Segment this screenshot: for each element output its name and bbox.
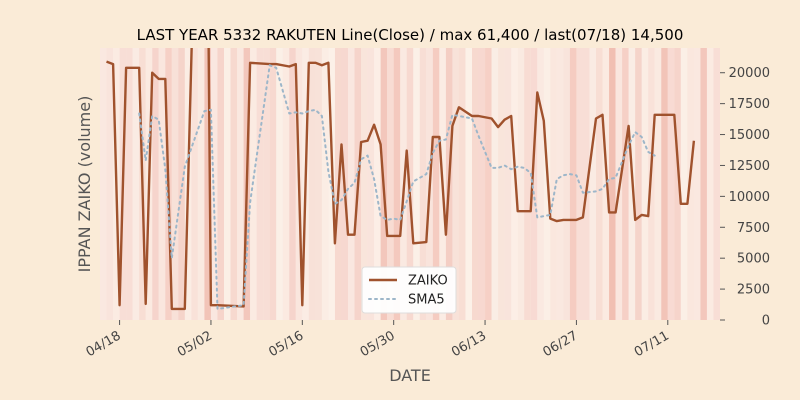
y-tick-label: 20000 bbox=[729, 66, 770, 81]
day-band bbox=[321, 48, 329, 320]
day-band bbox=[537, 48, 544, 320]
day-band bbox=[550, 48, 557, 320]
day-band bbox=[308, 48, 316, 320]
series-line-zaiko bbox=[106, 48, 696, 311]
series-group bbox=[106, 48, 696, 311]
day-band bbox=[419, 48, 427, 320]
day-band bbox=[191, 48, 198, 320]
day-band bbox=[230, 48, 238, 320]
day-band bbox=[622, 48, 629, 320]
day-band bbox=[556, 48, 564, 320]
day-band bbox=[217, 48, 224, 320]
x-tick-label: 07/11 bbox=[632, 328, 672, 360]
day-band bbox=[667, 48, 675, 320]
day-band bbox=[263, 48, 270, 320]
day-band bbox=[472, 48, 479, 320]
legend-label-sma5: SMA5 bbox=[408, 293, 445, 308]
day-band bbox=[204, 48, 211, 320]
day-band bbox=[563, 48, 570, 320]
day-band bbox=[152, 48, 159, 320]
legend: ZAIKO SMA5 bbox=[361, 266, 457, 314]
day-band bbox=[374, 48, 381, 320]
day-band bbox=[485, 48, 492, 320]
day-band bbox=[289, 48, 296, 320]
day-band bbox=[348, 48, 355, 320]
day-band bbox=[674, 48, 681, 320]
day-band bbox=[210, 48, 218, 320]
day-band bbox=[700, 48, 707, 320]
y-tick-label: 17500 bbox=[729, 97, 770, 112]
day-band bbox=[432, 48, 440, 320]
day-band bbox=[641, 48, 649, 320]
day-band bbox=[576, 48, 583, 320]
day-band bbox=[661, 48, 668, 320]
day-band bbox=[132, 48, 140, 320]
day-band bbox=[478, 48, 486, 320]
day-band bbox=[511, 48, 518, 320]
x-axis-title: DATE bbox=[389, 366, 431, 385]
day-band bbox=[361, 48, 368, 320]
day-band bbox=[654, 48, 662, 320]
y-tick-label: 7500 bbox=[737, 221, 770, 236]
day-band bbox=[367, 48, 375, 320]
y-tick-label: 5000 bbox=[737, 252, 770, 267]
legend-label-zaiko: ZAIKO bbox=[408, 274, 448, 289]
day-band bbox=[589, 48, 596, 320]
x-tick-label: 06/13 bbox=[449, 328, 489, 360]
y-tick-label: 15000 bbox=[729, 128, 770, 143]
day-band bbox=[498, 48, 505, 320]
day-band bbox=[504, 48, 512, 320]
day-band bbox=[393, 48, 401, 320]
day-band bbox=[706, 48, 714, 320]
day-band bbox=[276, 48, 283, 320]
x-tick-label: 05/16 bbox=[266, 328, 306, 360]
day-band bbox=[237, 48, 244, 320]
y-tick-label: 12500 bbox=[729, 159, 770, 174]
x-tick-label: 06/27 bbox=[540, 328, 580, 360]
day-band bbox=[197, 48, 205, 320]
y-tick-label: 0 bbox=[762, 314, 770, 329]
day-band bbox=[171, 48, 179, 320]
day-band bbox=[680, 48, 688, 320]
day-band bbox=[106, 48, 114, 320]
x-tick-label: 05/02 bbox=[175, 328, 215, 360]
day-band bbox=[387, 48, 394, 320]
day-band bbox=[530, 48, 538, 320]
day-band bbox=[517, 48, 525, 320]
day-band bbox=[269, 48, 277, 320]
day-band bbox=[126, 48, 133, 320]
day-band bbox=[569, 48, 577, 320]
day-band bbox=[596, 48, 603, 320]
series-line-sma5 bbox=[138, 64, 656, 310]
day-band bbox=[100, 48, 107, 320]
day-band bbox=[452, 48, 459, 320]
day-band bbox=[158, 48, 166, 320]
y-tick-label: 10000 bbox=[729, 190, 770, 205]
day-band bbox=[491, 48, 499, 320]
y-axis-title: IPPAN ZAIKO (volume) bbox=[75, 96, 94, 273]
day-band bbox=[648, 48, 655, 320]
day-band bbox=[602, 48, 610, 320]
chart-title: LAST YEAR 5332 RAKUTEN Line(Close) / max… bbox=[137, 26, 684, 44]
day-band bbox=[713, 48, 720, 320]
day-band bbox=[609, 48, 616, 320]
day-band bbox=[693, 48, 701, 320]
y-tick-label: 2500 bbox=[737, 283, 770, 298]
day-band bbox=[224, 48, 231, 320]
day-band bbox=[635, 48, 642, 320]
day-band bbox=[524, 48, 531, 320]
day-band bbox=[282, 48, 290, 320]
day-band bbox=[413, 48, 420, 320]
x-tick-label: 04/18 bbox=[84, 328, 124, 360]
day-band bbox=[256, 48, 264, 320]
day-band bbox=[315, 48, 322, 320]
day-band bbox=[458, 48, 466, 320]
legend-box bbox=[361, 266, 457, 314]
day-band bbox=[465, 48, 472, 320]
x-tick-label: 05/30 bbox=[358, 328, 398, 360]
